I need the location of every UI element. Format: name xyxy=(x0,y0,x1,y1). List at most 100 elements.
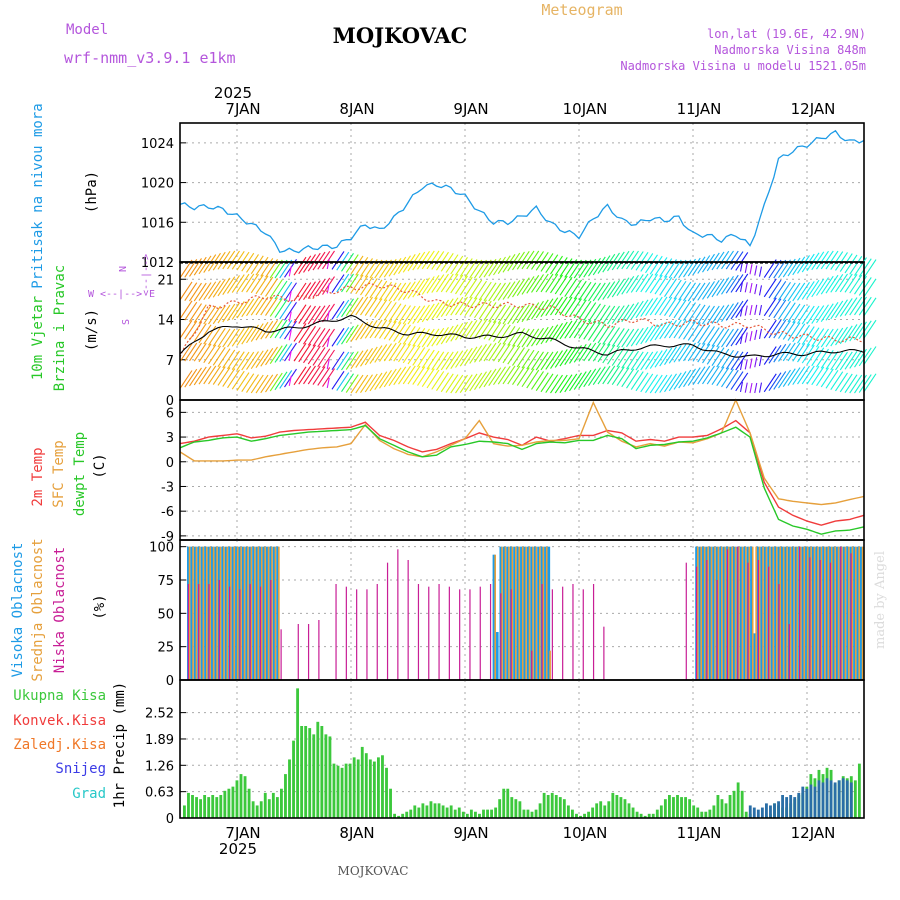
wind-barb xyxy=(630,351,644,371)
wind-barb xyxy=(787,367,801,386)
cloud-mid-bar xyxy=(779,546,781,680)
day-label-top: 11JAN xyxy=(677,100,722,118)
cloud-mid-bar xyxy=(212,546,215,680)
day-label-bottom: 8JAN xyxy=(339,824,374,842)
wind-barb xyxy=(844,374,858,394)
wind-barb xyxy=(721,250,734,270)
wind-barb xyxy=(288,350,292,362)
wind-barb xyxy=(222,276,236,295)
wind-barb xyxy=(531,251,544,270)
wind-barb xyxy=(407,365,421,385)
wind-barb xyxy=(241,273,255,293)
cloud-high-bar xyxy=(506,546,509,680)
cloud-high-bar xyxy=(811,546,815,680)
wind-barb xyxy=(858,296,872,316)
wind-barb xyxy=(678,369,692,389)
precip-total-bar xyxy=(583,813,586,818)
cloud-high-bar xyxy=(774,546,777,680)
wind-barb xyxy=(545,254,559,274)
wind-barb xyxy=(569,259,582,279)
cloud-mid-bar xyxy=(549,650,551,680)
wind-barb xyxy=(369,279,383,299)
cloud-low-bar xyxy=(397,549,399,680)
cloud-mid-bar xyxy=(786,546,788,680)
wind-barb xyxy=(716,250,730,270)
wind-label-1: 10m Vjetar xyxy=(30,296,46,380)
wind-barb xyxy=(702,305,715,325)
cloud-high-bar xyxy=(719,546,722,680)
wind-barb xyxy=(279,300,293,320)
cloud-high-bar xyxy=(211,546,214,680)
wind-barb xyxy=(516,348,530,368)
wind-barb xyxy=(630,371,644,390)
precip-total-bar xyxy=(320,726,324,818)
wind-barb xyxy=(683,302,696,321)
wind-barb xyxy=(212,366,226,385)
cloud-mid-bar xyxy=(762,546,764,680)
cloud-high-bar xyxy=(190,546,194,680)
wind-barb xyxy=(597,343,611,363)
wind-barb xyxy=(412,366,426,385)
wind-barb xyxy=(450,274,464,294)
wind-barb xyxy=(758,355,763,367)
wind-barb xyxy=(697,365,711,385)
cloud-high-bar xyxy=(805,546,808,680)
wind-barb xyxy=(474,344,487,363)
wind-barb xyxy=(844,274,858,293)
wind-barb xyxy=(550,274,563,294)
wind-barb xyxy=(706,346,720,365)
wind-barb xyxy=(345,297,359,317)
wind-barb xyxy=(787,303,801,323)
wind-barb xyxy=(545,374,559,393)
wind-barb xyxy=(412,328,426,347)
wind-barb xyxy=(393,304,407,324)
wind-barb xyxy=(778,281,791,301)
precip-total-bar xyxy=(708,809,712,818)
wind-barb xyxy=(801,281,815,300)
wind-barb xyxy=(588,367,601,386)
wind-barb xyxy=(293,342,307,362)
precip-frame xyxy=(179,679,865,819)
wind-barb xyxy=(488,322,502,341)
wind-panel: 0 7 14 21 xyxy=(157,250,877,409)
wind-barb xyxy=(716,304,730,324)
wind-barb xyxy=(250,255,264,275)
precip-total-bar xyxy=(575,813,578,818)
precip-total-bar xyxy=(316,721,320,818)
wind-barb xyxy=(863,278,877,298)
cloud-high-bar xyxy=(763,546,767,680)
wind-barb xyxy=(246,273,259,293)
wind-barb xyxy=(312,305,326,325)
precip-snow-bar xyxy=(765,803,768,818)
wind-barb xyxy=(459,296,473,316)
wind-barb xyxy=(621,349,635,369)
wind-barb xyxy=(502,253,516,273)
wind-barb xyxy=(554,296,568,316)
wind-barb xyxy=(721,368,734,388)
wind-barb xyxy=(768,298,782,318)
pressure-panel: 1012 1016 1020 1024 xyxy=(141,122,865,271)
precip-label: 1hr Precip (mm) xyxy=(112,682,128,808)
model-name: wrf-nmm_v3.9.1 e1km xyxy=(64,49,236,67)
wind-barb xyxy=(535,299,549,319)
wind-barb xyxy=(440,351,454,371)
wind-barb xyxy=(607,305,620,325)
wind-barb xyxy=(417,250,430,270)
wind-barb xyxy=(478,281,492,301)
wind-barb xyxy=(564,346,578,366)
wind-barb xyxy=(849,350,863,369)
precip-total-bar xyxy=(429,801,433,818)
wind-barb xyxy=(193,342,207,362)
wind-barb xyxy=(597,324,611,344)
wind-barb xyxy=(369,372,383,392)
wind-barb xyxy=(583,368,597,388)
wind-barb xyxy=(402,305,416,325)
wind-barb xyxy=(417,328,430,348)
precip-total-bar xyxy=(231,786,235,818)
wind-barb xyxy=(355,256,369,276)
day-label-top: 9JAN xyxy=(453,100,488,118)
wind-barb xyxy=(721,328,734,348)
wind-barb xyxy=(578,281,592,301)
wind-barb xyxy=(227,302,240,322)
wind-barb xyxy=(768,259,782,279)
